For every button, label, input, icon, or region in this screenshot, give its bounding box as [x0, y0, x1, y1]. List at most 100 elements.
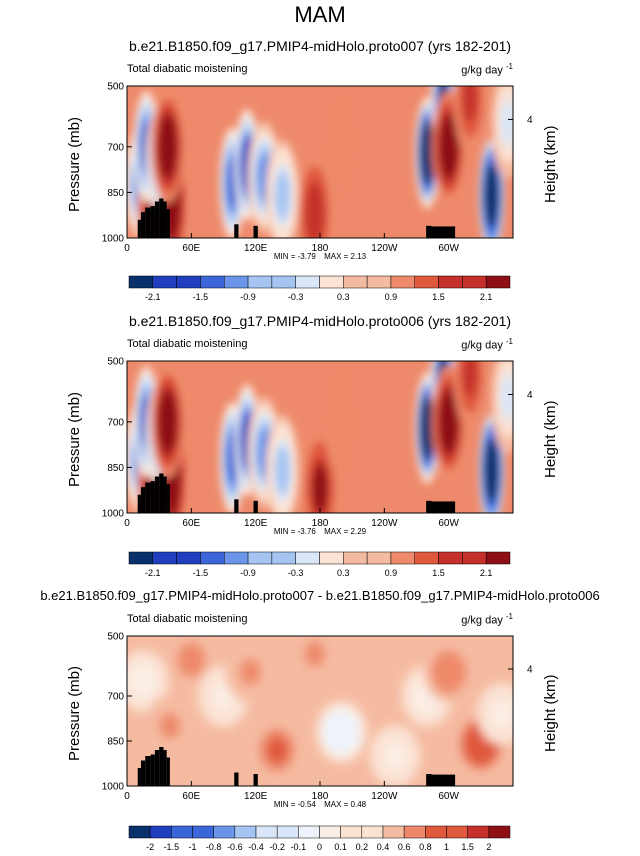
terrain-mask — [154, 476, 160, 513]
terrain-mask — [140, 212, 146, 238]
colorbar-label: -0.3 — [288, 292, 304, 302]
terrain-mask — [431, 226, 456, 238]
colorbar-label: -2.1 — [145, 292, 161, 302]
field-contour — [330, 718, 353, 746]
x-tick-label: 180 — [312, 243, 329, 254]
terrain-mask — [163, 750, 167, 786]
y-tick-label: 1000 — [102, 509, 125, 520]
colorbar-box — [247, 275, 273, 289]
colorbar-box — [446, 825, 468, 839]
colorbar-box — [366, 275, 392, 289]
field-contour — [486, 171, 497, 220]
units-exponent: -1 — [505, 337, 513, 346]
colorbar-box — [462, 275, 487, 289]
field-contour — [275, 171, 290, 220]
min-max-label: MIN = -0.54 MAX = 0.48 — [0, 800, 640, 809]
y-tick-label: 850 — [107, 463, 124, 474]
field-contour — [334, 397, 349, 446]
field-contour — [180, 646, 203, 674]
colorbar-box — [488, 825, 511, 839]
field-contour — [384, 742, 406, 770]
y-axis-label-right: Height (km) — [542, 674, 559, 752]
terrain-mask — [145, 756, 151, 786]
y-tick-label: 700 — [107, 417, 124, 428]
y-tick-label: 700 — [107, 692, 124, 703]
colorbar-box — [366, 551, 392, 565]
terrain-mask — [150, 754, 155, 786]
field-contour — [373, 667, 396, 695]
right-tick-label: 4 — [527, 390, 533, 401]
x-tick-label: 60W — [438, 243, 459, 254]
colorbar-box — [343, 275, 368, 289]
colorbar-box — [128, 825, 151, 839]
colorbar-label: -1.5 — [193, 568, 209, 578]
colorbar-label: 0.9 — [385, 292, 398, 302]
y-tick-label: 850 — [107, 188, 124, 199]
colorbar-label: -2 — [146, 842, 154, 852]
left-string: Total diabatic moistening — [127, 338, 248, 350]
terrain-mask — [140, 760, 146, 786]
colorbar-box — [128, 551, 154, 565]
colorbar-label: 0.4 — [377, 842, 390, 852]
colorbar-box — [343, 551, 368, 565]
terrain-mask — [145, 207, 151, 238]
y-axis-label-right: Height (km) — [542, 400, 559, 478]
terrain-mask — [166, 757, 170, 786]
colorbar-label: -0.9 — [240, 292, 256, 302]
colorbar-label: 0 — [317, 842, 322, 852]
field-contour — [421, 128, 433, 177]
terrain-mask — [166, 209, 170, 238]
colorbar-label: -1 — [188, 842, 196, 852]
colorbar-box — [361, 825, 384, 839]
field-contour — [303, 640, 326, 668]
colorbar-box — [255, 825, 278, 839]
right-tick-label: 4 — [527, 115, 533, 126]
colorbar-box — [382, 825, 405, 839]
y-tick-label: 1000 — [102, 234, 125, 245]
colorbar-box — [319, 551, 344, 565]
field-contour — [159, 712, 181, 740]
terrain-mask — [253, 500, 258, 513]
colorbar-box — [149, 825, 172, 839]
colorbar-box — [295, 275, 320, 289]
units-text: g/kg day — [461, 339, 506, 352]
x-tick-label: 180 — [312, 791, 329, 802]
colorbar-box — [438, 551, 463, 565]
colorbar-label: 1.5 — [432, 568, 445, 578]
colorbar-label: -0.1 — [291, 842, 307, 852]
min-label: MIN = -0.54 — [273, 800, 316, 809]
colorbar-box — [298, 825, 320, 839]
colorbar-box — [319, 825, 341, 839]
field-contour — [275, 446, 290, 495]
terrain-mask — [426, 225, 432, 238]
min-label: MIN = -3.79 — [273, 252, 316, 261]
x-tick-label: 60E — [182, 791, 200, 802]
colorbar-box — [414, 551, 439, 565]
left-string: Total diabatic moistening — [127, 613, 248, 625]
terrain-mask — [137, 768, 141, 786]
x-tick-label: 60W — [438, 518, 459, 529]
colorbar-label: 2.1 — [480, 292, 493, 302]
right-tick-label: 4 — [527, 665, 533, 676]
units-text: g/kg day — [461, 64, 506, 77]
colorbar-box — [319, 275, 344, 289]
x-tick-label: 120W — [371, 518, 398, 529]
x-tick-label: 120E — [244, 518, 268, 529]
colorbar-box — [176, 551, 201, 565]
terrain-mask — [426, 500, 432, 513]
colorbar-box — [271, 275, 296, 289]
x-tick-label: 60E — [182, 518, 200, 529]
max-label: MAX = 2.13 — [321, 252, 367, 261]
panel-title: b.e21.B1850.f09_g17.PMIP4-midHolo.proto0… — [128, 38, 512, 54]
x-tick-label: 120W — [371, 243, 398, 254]
terrain-mask — [159, 747, 164, 786]
field-contour — [160, 122, 175, 171]
y-tick-label: 700 — [107, 142, 124, 153]
field-contour — [132, 667, 154, 695]
field-contour — [462, 86, 478, 123]
figure-title: MAM — [294, 2, 346, 27]
colorbar-label: 2 — [486, 842, 491, 852]
y-tick-label: 500 — [107, 82, 124, 93]
